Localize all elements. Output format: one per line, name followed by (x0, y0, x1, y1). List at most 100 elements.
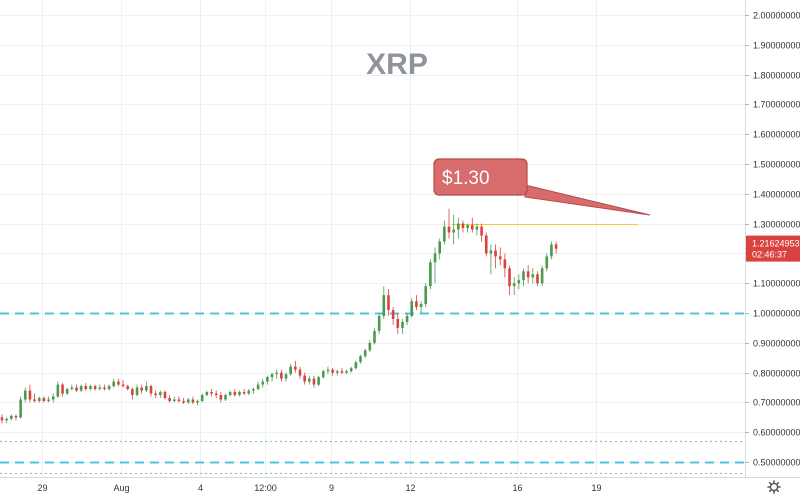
candle-body (75, 387, 78, 391)
candle-up (466, 223, 469, 233)
candle-body (117, 381, 120, 385)
candle-body (228, 392, 232, 396)
candle-body (498, 256, 502, 260)
candle-body (65, 389, 69, 394)
candle-body (410, 301, 414, 317)
candle-up (475, 223, 479, 236)
candle-up (10, 414, 13, 421)
candle-body (177, 399, 181, 401)
candle-down (447, 208, 451, 239)
candle-down (461, 220, 465, 233)
candle-body (280, 372, 283, 379)
candle-up (531, 268, 535, 284)
candle-down (219, 392, 223, 403)
candle-body (37, 397, 41, 401)
candle-body (14, 415, 18, 418)
candle-body (443, 226, 446, 242)
candle-body (308, 378, 311, 382)
candle-up (238, 390, 241, 397)
candle-up (65, 387, 69, 396)
candle-body (168, 397, 171, 401)
candle-down (498, 247, 502, 266)
candle-body (354, 362, 358, 369)
candle-body (461, 223, 465, 229)
candle-up (359, 354, 362, 364)
candle-down (391, 307, 395, 325)
gear-icon-teeth (767, 480, 781, 494)
price-tick-label: 0.50000000 (753, 458, 800, 468)
candle-body (294, 366, 297, 370)
candle-up (186, 397, 190, 404)
candle-up (349, 366, 353, 373)
candle-body (405, 316, 409, 322)
candle-body (200, 395, 204, 401)
candle-down (280, 369, 283, 382)
candle-body (433, 253, 437, 263)
candle-body (5, 418, 8, 421)
candle-down (470, 217, 474, 233)
candle-body (517, 280, 521, 284)
candle-up (196, 399, 199, 406)
candle-up (354, 360, 358, 370)
candle-body (401, 321, 404, 328)
candle-body (359, 356, 362, 363)
candle-body (210, 392, 213, 394)
current-price-label: 1.21624953 02:46:37 (746, 235, 800, 262)
price-tick-label: 2.00000000 (753, 11, 800, 21)
candle-body (480, 226, 483, 236)
candle-body (298, 369, 302, 376)
price-tick-label: 1.00000000 (753, 309, 800, 319)
candle-down (182, 397, 185, 404)
candle-body (415, 301, 418, 308)
candle-down (480, 223, 483, 242)
candle-down (526, 265, 530, 284)
candle-body (317, 377, 320, 385)
candle-body (28, 390, 32, 400)
gear-icon[interactable] (767, 480, 781, 494)
candle-body (242, 392, 246, 394)
candle-up (145, 381, 148, 393)
candle-up (56, 381, 60, 398)
candle-down (149, 384, 153, 397)
candle-up (363, 348, 367, 358)
candle-body (205, 392, 209, 396)
candle-body (391, 310, 395, 319)
candle-body (107, 386, 111, 390)
candle-up (205, 390, 209, 397)
price-tick-label: 0.80000000 (753, 369, 800, 379)
candle-body (154, 393, 157, 396)
candle-up (335, 369, 339, 376)
candle-down (298, 366, 302, 379)
price-tick-label: 0.90000000 (753, 339, 800, 349)
candle-up (261, 378, 265, 388)
candle-body (522, 271, 525, 281)
candle-up (373, 327, 376, 345)
candle-down (168, 395, 171, 403)
candle-body (233, 392, 237, 396)
candle-body (512, 283, 516, 287)
callout-box (433, 158, 528, 196)
time-axis[interactable]: 29 Aug 4 12:00 9 12 16 19 (0, 477, 800, 494)
candle-down (554, 241, 558, 254)
candle-body (387, 295, 390, 311)
candle-down (484, 232, 488, 257)
price-tick-label: 1.60000000 (753, 130, 800, 140)
candle-body (363, 350, 367, 357)
candle-body (349, 368, 353, 372)
candle-up (424, 283, 428, 308)
candle-body (159, 392, 162, 396)
candle-up (51, 393, 55, 403)
candle-body (186, 399, 190, 403)
candle-down (140, 384, 143, 394)
candle-body (266, 377, 269, 382)
candle-body (429, 262, 432, 287)
candle-body (452, 229, 455, 233)
candle-up (317, 375, 320, 387)
price-callout[interactable]: $1.30 (433, 158, 651, 216)
candle-up (256, 381, 260, 391)
callout-text: $1.30 (442, 168, 490, 189)
candle-body (503, 259, 507, 269)
candle-body (424, 286, 428, 305)
candle-down (210, 389, 213, 397)
